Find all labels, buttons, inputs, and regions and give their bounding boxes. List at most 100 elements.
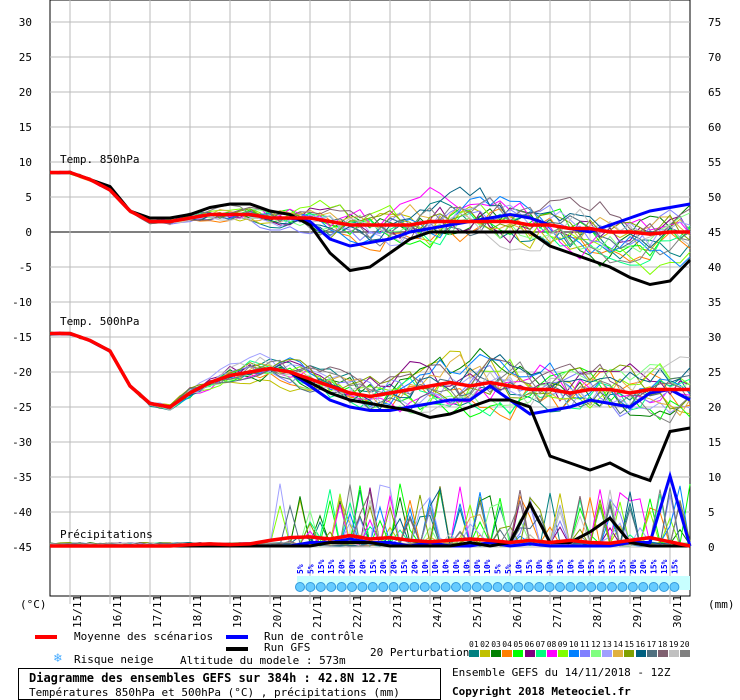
perturbation-swatch-17	[646, 650, 657, 657]
snowflake-icon	[648, 582, 659, 592]
snowflake-icon	[669, 582, 680, 592]
perturbation-swatch-09	[557, 650, 568, 657]
run-info: Ensemble GEFS du 14/11/2018 - 12Z	[452, 666, 671, 679]
snowflake-icon	[295, 582, 305, 592]
right-tick-label: 5	[708, 506, 715, 519]
snow-risk-percent: 10%	[473, 559, 482, 574]
perturbation-id-label: 04	[502, 640, 512, 649]
snow-risk-percent: 15%	[525, 559, 534, 574]
snow-risk-percent: 15%	[556, 559, 565, 574]
legend-control-label: Run de contrôle	[264, 630, 364, 643]
snowflake-icon	[523, 582, 534, 592]
perturbation-18-precip	[49, 489, 691, 547]
snowflake-icon	[627, 582, 638, 592]
snowflake-icon	[607, 582, 617, 592]
left-axis-unit: (°C)	[20, 598, 47, 611]
snowflake-icon	[409, 582, 420, 592]
snowflake-icon	[513, 582, 524, 592]
left-tick-label: 25	[19, 51, 32, 64]
snow-risk-percent: 20%	[379, 559, 388, 574]
snow-risk-percent: 15%	[400, 559, 409, 574]
snowflake-icon	[534, 582, 545, 592]
snowflake-icon	[357, 582, 368, 592]
x-tick-label: 27/11	[551, 595, 564, 628]
left-tick-label: -5	[19, 261, 32, 274]
perturbation-swatch-01	[469, 650, 479, 657]
snowflake-icon	[399, 582, 409, 592]
snowflake-icon: ❄	[54, 651, 62, 666]
perturbation-id-label: 10	[568, 640, 579, 649]
perturbation-swatch-12	[591, 650, 602, 657]
chart-subtitle: Températures 850hPa et 500hPa (°C) , pré…	[29, 686, 400, 699]
snowflake-icon	[388, 582, 399, 592]
x-tick-label: 23/11	[391, 595, 404, 628]
snowflake-icon	[430, 582, 441, 592]
perturbation-id-label: 14	[613, 640, 623, 649]
snow-risk-percent: 5%	[296, 564, 305, 574]
panel-label-precip: Précipitations	[60, 528, 153, 541]
perturbation-swatch-05	[513, 650, 524, 657]
left-tick-label: -20	[12, 366, 32, 379]
perturbation-id-label: 08	[546, 640, 557, 649]
perturbation-id-label: 07	[535, 640, 546, 649]
left-tick-label: 5	[25, 191, 32, 204]
snowflake-icon	[492, 582, 503, 592]
left-tick-label: 0	[25, 226, 32, 239]
x-tick-label: 18/11	[191, 595, 204, 628]
snow-risk-percent: 10%	[431, 559, 440, 574]
left-tick-label: 15	[19, 121, 32, 134]
snow-risk-percent: 20%	[390, 559, 399, 574]
legend-gfs-swatch	[226, 647, 248, 651]
snow-risk-percent: 15%	[317, 559, 326, 574]
perturbation-id-label: 09	[557, 640, 568, 649]
snowflake-icon	[347, 582, 357, 592]
perturbation-id-label: 12	[591, 640, 601, 649]
snow-risk-percent: 20%	[629, 559, 638, 574]
perturbation-swatch-11	[580, 650, 590, 657]
right-tick-label: 25	[708, 366, 721, 379]
snowflake-icon	[565, 582, 576, 592]
perturbation-id-label: 15	[624, 640, 635, 649]
snowflake-icon	[336, 582, 347, 592]
snowflake-icon	[471, 582, 482, 592]
snowflake-icon	[367, 582, 378, 592]
x-tick-label: 29/11	[631, 595, 644, 628]
right-tick-label: 65	[708, 86, 721, 99]
perturbation-swatch-06	[524, 650, 535, 657]
right-tick-label: 50	[708, 191, 721, 204]
perturbation-swatch-13	[602, 650, 613, 657]
right-tick-label: 10	[708, 471, 721, 484]
snowflake-icon	[315, 582, 326, 592]
left-tick-label: -40	[12, 506, 32, 519]
perturbation-id-label: 20	[679, 640, 690, 649]
legend-mean-label: Moyenne des scénarios	[74, 630, 214, 643]
perturbation-swatch-15	[624, 650, 635, 657]
copyright: Copyright 2018 Meteociel.fr	[452, 685, 631, 698]
x-tick-label: 30/11	[671, 595, 684, 628]
snow-risk-percent: 15%	[598, 559, 607, 574]
snowflake-icon	[596, 582, 607, 592]
x-tick-label: 16/11	[111, 595, 124, 628]
x-tick-label: 24/11	[431, 595, 444, 628]
perturbation-id-label: 02	[480, 640, 490, 649]
right-tick-label: 15	[708, 436, 721, 449]
snowflake-icon	[617, 582, 628, 592]
series-gfs-t850	[50, 171, 692, 287]
snowflake-icon	[419, 582, 430, 592]
snowflake-icon	[482, 582, 493, 592]
snowflake-icon	[544, 582, 555, 592]
right-tick-label: 45	[708, 226, 721, 239]
perturbation-swatch-19	[668, 650, 679, 657]
snow-risk-percent: 10%	[462, 559, 471, 574]
left-tick-label: -10	[12, 296, 32, 309]
plot-area	[49, 0, 691, 597]
snow-risk-percent: 10%	[514, 559, 523, 574]
snow-risk-percent: 10%	[442, 559, 451, 574]
snow-risk-percent: 15%	[660, 559, 669, 574]
panel-label-t850: Temp. 850hPa	[60, 153, 139, 166]
left-tick-label: -35	[12, 471, 32, 484]
x-tick-label: 17/11	[151, 595, 164, 628]
snow-risk-percent: 10%	[566, 559, 575, 574]
left-tick-label: -45	[12, 541, 32, 554]
